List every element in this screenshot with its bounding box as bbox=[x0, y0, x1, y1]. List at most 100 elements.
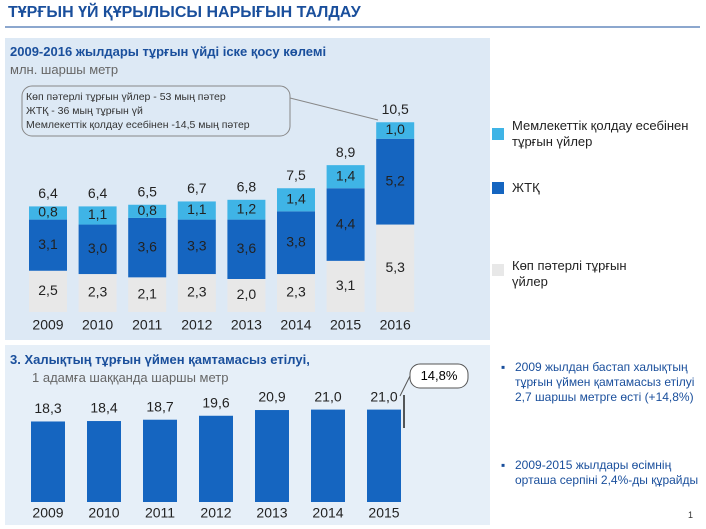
value-label: 18,3 bbox=[34, 400, 61, 416]
value-label: 1,1 bbox=[88, 206, 108, 222]
bar-segment bbox=[78, 274, 117, 312]
value-label: 3,0 bbox=[88, 240, 108, 256]
x-tick-label: 2015 bbox=[368, 505, 399, 521]
callout-line bbox=[289, 97, 379, 121]
value-label: 1,0 bbox=[385, 121, 405, 137]
value-label: 3,1 bbox=[336, 277, 356, 293]
value-label: 2,3 bbox=[187, 284, 207, 300]
x-tick-label: 2010 bbox=[88, 505, 119, 521]
bar-segment bbox=[227, 219, 266, 279]
bar-segment bbox=[177, 201, 216, 220]
bar-segment bbox=[277, 274, 315, 312]
total-label: 6,4 bbox=[38, 185, 58, 201]
value-label: 20,9 bbox=[258, 389, 285, 405]
x-tick-label: 2010 bbox=[82, 317, 113, 333]
callout-line bbox=[399, 375, 411, 397]
value-label: 19,6 bbox=[202, 394, 229, 410]
bar-segment bbox=[326, 260, 365, 312]
x-tick-label: 2009 bbox=[32, 505, 63, 521]
bar bbox=[367, 409, 401, 502]
chart-title: 2009-2016 жылдары тұрғын үйді іске қосу … bbox=[10, 44, 327, 59]
total-label: 10,5 bbox=[382, 101, 409, 117]
total-label: 6,8 bbox=[237, 179, 257, 195]
bar bbox=[311, 409, 345, 502]
value-label: 5,2 bbox=[385, 172, 405, 188]
total-label: 6,7 bbox=[187, 180, 207, 196]
bar-segment bbox=[326, 188, 365, 261]
total-label: 6,4 bbox=[88, 185, 108, 201]
value-label: 3,8 bbox=[286, 233, 306, 249]
bar-segment bbox=[227, 199, 266, 220]
value-label: 5,3 bbox=[385, 259, 405, 275]
value-label: 2,1 bbox=[137, 285, 157, 301]
value-label: 1,4 bbox=[336, 167, 356, 183]
bar bbox=[87, 421, 121, 502]
chart-subtitle: млн. шаршы метр bbox=[10, 62, 119, 77]
x-tick-label: 2011 bbox=[145, 505, 175, 521]
value-label: 0,8 bbox=[38, 204, 58, 220]
legend-label: Көп пәтерлі тұрғын үйлер bbox=[512, 258, 627, 289]
bar-segment bbox=[78, 224, 117, 275]
value-label: 1,2 bbox=[237, 200, 257, 216]
bar-segment bbox=[128, 204, 167, 218]
bar bbox=[199, 415, 233, 502]
value-label: 3,3 bbox=[187, 238, 207, 254]
legend-swatch bbox=[492, 182, 504, 194]
value-label: 4,4 bbox=[336, 215, 356, 231]
legend-swatch bbox=[492, 128, 504, 140]
annotation: Мемлекеттік қолдау есебінен -14,5 мың пә… bbox=[26, 119, 250, 131]
chart-title: 3. Халықтың тұрғын үймен қамтамасыз етіл… bbox=[10, 352, 310, 367]
bar-segment bbox=[29, 270, 67, 312]
page-number: 1 bbox=[688, 510, 694, 520]
annotation: ЖТҚ - 36 мың тұрғын үй bbox=[26, 105, 143, 117]
value-label: 2,0 bbox=[237, 286, 257, 302]
value-label: 2,5 bbox=[38, 282, 58, 298]
callout-box bbox=[21, 85, 291, 137]
value-label: 21,0 bbox=[370, 388, 397, 404]
value-label: 3,1 bbox=[38, 236, 58, 252]
panel bbox=[5, 345, 490, 525]
bar-segment bbox=[277, 211, 315, 275]
annotation: Көп пәтерлі тұрғын үйлер - 53 мың пәтер bbox=[26, 91, 226, 103]
slide-title: ТҰРҒЫН ҮЙ ҚҰРЫЛЫСЫ НАРЫҒЫН ТАЛДАУ bbox=[8, 4, 361, 21]
bar-segment bbox=[177, 274, 216, 312]
value-label: 3,6 bbox=[137, 238, 157, 254]
bar-segment bbox=[177, 219, 216, 275]
x-tick-label: 2011 bbox=[132, 317, 162, 333]
x-tick-label: 2014 bbox=[312, 505, 343, 521]
value-label: 3,6 bbox=[237, 240, 257, 256]
bar bbox=[255, 410, 289, 502]
bar-segment bbox=[78, 206, 117, 225]
x-tick-label: 2013 bbox=[231, 317, 262, 333]
x-tick-label: 2015 bbox=[330, 317, 361, 333]
bar-segment bbox=[227, 279, 266, 312]
x-tick-label: 2009 bbox=[32, 317, 63, 333]
legend-label: Мемлекеттік қолдау есебінен тұрғын үйлер bbox=[512, 118, 689, 149]
bar-segment bbox=[326, 165, 365, 189]
x-tick-label: 2012 bbox=[200, 505, 231, 521]
value-label: 21,0 bbox=[314, 388, 341, 404]
value-label: 18,7 bbox=[146, 398, 173, 414]
value-label: 1,1 bbox=[187, 201, 207, 217]
bar-segment bbox=[277, 188, 315, 212]
value-label: 2,3 bbox=[88, 284, 108, 300]
chart-subtitle: 1 адамға шаққанда шаршы метр bbox=[32, 370, 229, 385]
total-label: 8,9 bbox=[336, 144, 356, 160]
bar-segment bbox=[29, 219, 67, 271]
x-tick-label: 2012 bbox=[181, 317, 212, 333]
total-label: 6,5 bbox=[137, 183, 157, 199]
x-tick-label: 2014 bbox=[280, 317, 311, 333]
total-label: 7,5 bbox=[286, 167, 306, 183]
x-tick-label: 2013 bbox=[256, 505, 287, 521]
bar-segment bbox=[376, 138, 415, 225]
value-label: 18,4 bbox=[90, 400, 117, 416]
bar-segment bbox=[29, 206, 67, 220]
bar-segment bbox=[128, 277, 167, 312]
legend-label: ЖТҚ bbox=[512, 180, 540, 195]
x-tick-label: 2016 bbox=[380, 317, 411, 333]
bullet: 2009-2015 жылдары өсімнің орташа серпіні… bbox=[501, 458, 700, 488]
annotation: 14,8% bbox=[420, 368, 458, 383]
bar-segment bbox=[376, 224, 415, 312]
